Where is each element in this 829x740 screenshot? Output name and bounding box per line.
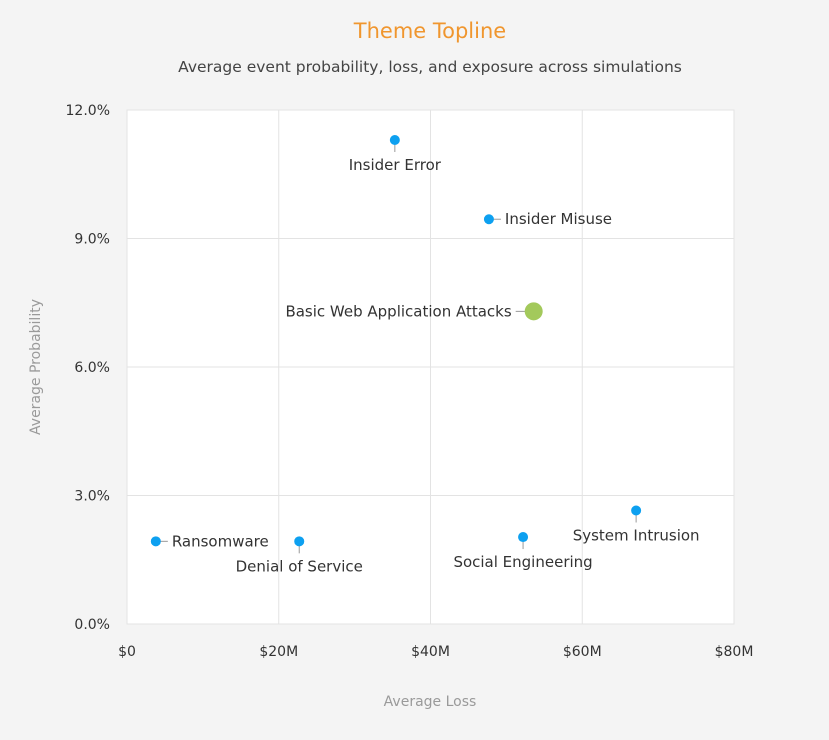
y-tick-label: 9.0% xyxy=(74,232,110,248)
x-tick-label: $80M xyxy=(715,644,754,660)
data-point-label: System Intrusion xyxy=(573,526,700,544)
chart-subtitle: Average event probability, loss, and exp… xyxy=(178,58,682,76)
data-point-group: Social Engineering xyxy=(453,532,593,571)
x-tick-label: $0 xyxy=(118,644,136,660)
data-point-label: Denial of Service xyxy=(236,557,363,575)
data-point-label: Social Engineering xyxy=(453,553,592,571)
data-point[interactable] xyxy=(389,134,400,145)
data-point-group: System Intrusion xyxy=(573,505,700,544)
x-axis-title: Average Loss xyxy=(384,694,477,710)
data-point[interactable] xyxy=(631,505,642,516)
x-tick-label: $20M xyxy=(259,644,298,660)
x-tick-label: $40M xyxy=(411,644,450,660)
axis-ticks: $0 $20M $40M $60M $80M 0.0% 3.0% 6.0% 9.0% 12.0% xyxy=(66,103,754,660)
data-points: Insider Error Insider Misuse Basic Web App… xyxy=(150,134,700,575)
data-point[interactable] xyxy=(150,536,161,547)
data-point-label: Basic Web Application Attacks xyxy=(285,302,511,320)
grid xyxy=(126,109,735,625)
data-point-group: Basic Web Application Attacks xyxy=(285,302,543,321)
data-point-group: Denial of Service xyxy=(236,536,363,575)
y-tick-label: 3.0% xyxy=(74,489,110,505)
y-tick-label: 6.0% xyxy=(74,360,110,376)
data-point-group: Insider Error xyxy=(349,134,442,174)
data-point[interactable] xyxy=(483,214,494,225)
data-point-group: Ransomware xyxy=(150,532,269,550)
data-point-label: Insider Misuse xyxy=(505,210,612,228)
y-tick-label: 0.0% xyxy=(74,617,110,633)
highlight-point[interactable] xyxy=(524,302,543,321)
x-tick-label: $60M xyxy=(563,644,602,660)
data-point[interactable] xyxy=(518,532,529,543)
data-point-label: Insider Error xyxy=(349,156,442,174)
y-axis-title: Average Probability xyxy=(28,299,44,435)
chart-title: Theme Topline xyxy=(353,19,506,43)
y-tick-label: 12.0% xyxy=(66,103,110,119)
data-point[interactable] xyxy=(294,536,305,547)
data-point-label: Ransomware xyxy=(172,532,269,550)
data-point-group: Insider Misuse xyxy=(483,210,612,228)
